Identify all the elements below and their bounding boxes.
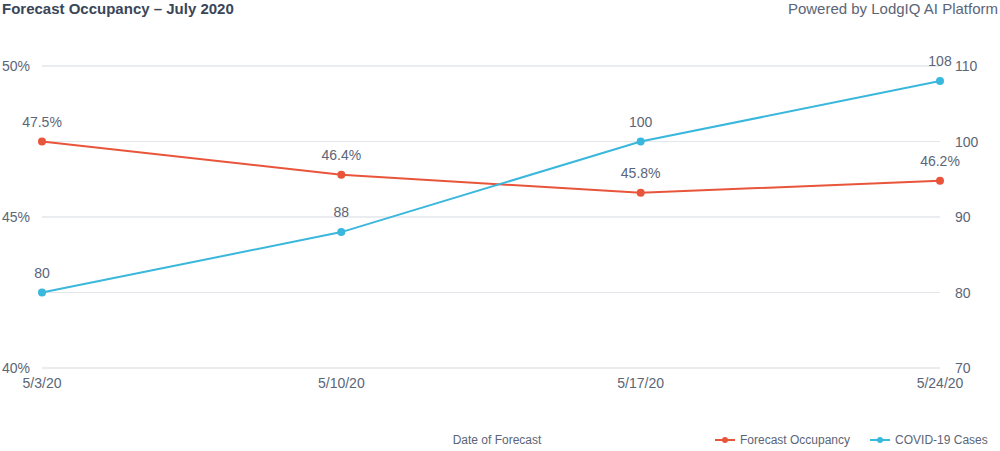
- legend-label: COVID-19 Cases: [895, 433, 988, 447]
- data-label: 47.5%: [22, 114, 62, 130]
- legend-item: Forecast Occupancy: [715, 433, 850, 447]
- data-labels: 47.5% 46.4% 45.8% 46.2% 80 88 100 108: [22, 53, 960, 280]
- legend-marker: [877, 437, 883, 443]
- legend-marker: [722, 437, 728, 443]
- legend-item: COVID-19 Cases: [870, 433, 988, 447]
- point: [337, 171, 345, 179]
- grid-line-y2: [42, 217, 940, 218]
- grid-line-y2: [42, 292, 940, 293]
- point: [637, 189, 645, 197]
- chart-svg: Forecast Occupancy – July 2020 Powered by…: [0, 0, 1000, 451]
- plot-area: [38, 77, 944, 296]
- subtitle: Powered by LodgIQ AI Platform: [788, 0, 998, 17]
- series-line: [42, 142, 940, 193]
- point: [38, 138, 46, 146]
- chart-container: Forecast Occupancy – July 2020 Powered by…: [0, 0, 1000, 451]
- point: [637, 138, 645, 146]
- data-label: 88: [334, 204, 350, 220]
- y-tick-label: 50%: [2, 58, 30, 74]
- y2-tick-label: 110: [955, 58, 978, 74]
- title: Forecast Occupancy – July 2020: [2, 0, 234, 17]
- point: [936, 77, 944, 85]
- series-line: [42, 81, 940, 292]
- grid-line: [42, 368, 940, 369]
- data-label: 100: [629, 114, 653, 130]
- data-label: 80: [34, 265, 50, 281]
- grid-line: [42, 66, 940, 67]
- data-label: 108: [928, 53, 952, 69]
- y2-tick-label: 100: [955, 134, 979, 150]
- y-tick-label: 40%: [2, 360, 30, 376]
- grid-line-y2: [42, 141, 940, 142]
- point: [38, 289, 46, 297]
- data-label: 45.8%: [621, 165, 661, 181]
- x-axis-label: Date of Forecast: [453, 433, 542, 447]
- y-tick-label: 45%: [2, 209, 30, 225]
- grid-line: [42, 217, 940, 218]
- data-label: 46.2%: [920, 153, 960, 169]
- y2-tick-label: 80: [955, 285, 971, 301]
- y2-tick-label: 70: [955, 360, 971, 376]
- y2-tick-label: 90: [955, 209, 971, 225]
- x-tick-label: 5/24/20: [917, 375, 964, 391]
- page: {"chart_data": { "type": "line", "title"…: [0, 0, 1000, 451]
- grid-line-y2: [42, 368, 940, 369]
- point: [337, 228, 345, 236]
- grid: [42, 66, 940, 368]
- x-tick-label: 5/3/20: [23, 375, 62, 391]
- legend-label: Forecast Occupancy: [740, 433, 850, 447]
- point: [936, 177, 944, 185]
- legend: Forecast Occupancy COVID-19 Cases: [715, 433, 988, 447]
- grid-line-y2: [42, 66, 940, 67]
- data-label: 46.4%: [321, 147, 361, 163]
- x-tick-label: 5/17/20: [617, 375, 664, 391]
- x-tick-label: 5/10/20: [318, 375, 365, 391]
